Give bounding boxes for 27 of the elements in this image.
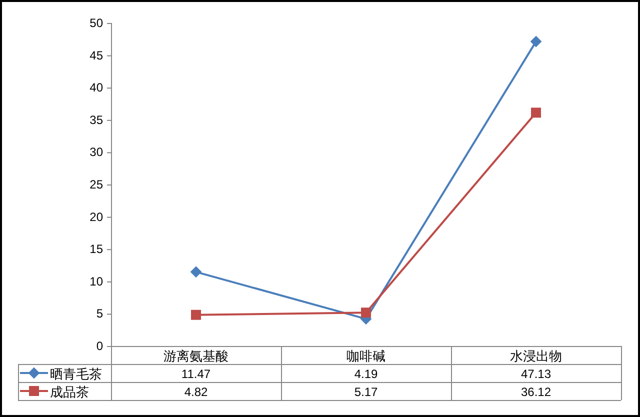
y-tick-label: 30: [90, 145, 104, 160]
point: [190, 266, 202, 278]
y-tick-label: 40: [90, 80, 104, 95]
x-tick-label: 游离氨基酸: [164, 348, 228, 364]
data-label: 4.19: [354, 367, 378, 381]
data-label: 11.47: [181, 367, 211, 381]
data-label: 36.12: [520, 385, 552, 399]
y-tick-label: 25: [90, 178, 104, 192]
legend-label: 晒青毛茶: [50, 366, 102, 382]
y-tick-label: 15: [90, 242, 104, 256]
x-tick-label: 水浸出物: [510, 348, 562, 364]
y-tick-label: 10: [90, 274, 104, 288]
point: [191, 310, 201, 320]
y-tick-label: 35: [90, 112, 104, 127]
point: [531, 108, 541, 118]
y-tick-label: 20: [90, 210, 104, 224]
x-tick-label: 咖啡碱: [346, 348, 386, 364]
y-tick-label: 50: [90, 16, 104, 30]
point: [530, 36, 542, 48]
y-tick-label: 0: [96, 339, 104, 353]
data-label: 5.17: [354, 385, 378, 399]
legend-label: 成品茶: [50, 384, 89, 400]
y-tick-label: 45: [90, 48, 104, 62]
point: [361, 308, 371, 318]
y-tick-label: 5: [96, 306, 104, 321]
data-label: 4.82: [184, 385, 208, 399]
data-label: 47.13: [520, 367, 552, 381]
